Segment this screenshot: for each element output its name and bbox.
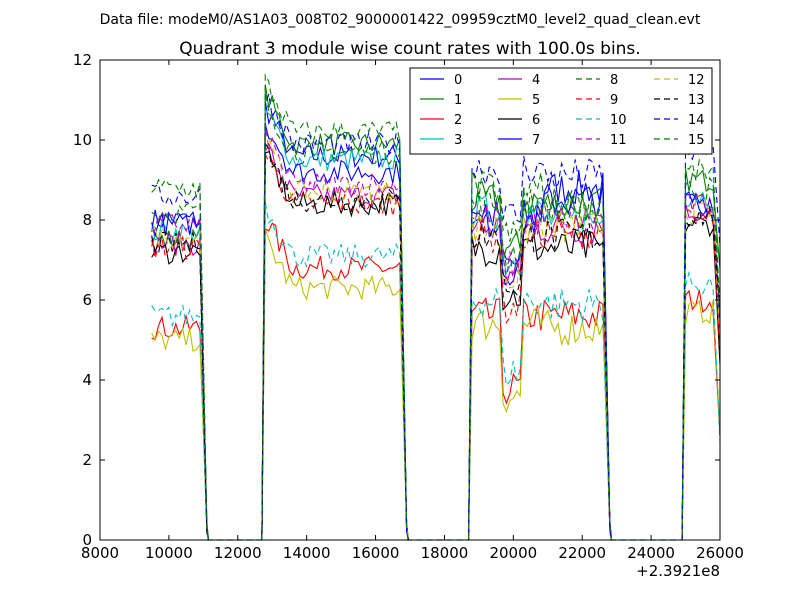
x-tick-label: 16000 [352, 544, 400, 562]
series-line [151, 142, 721, 541]
series-line [151, 228, 721, 541]
series-line [151, 222, 721, 541]
chart-title: Quadrant 3 module wise count rates with … [179, 39, 640, 59]
y-tick-label: 10 [73, 131, 92, 149]
series-line [151, 124, 721, 541]
legend-box [409, 67, 713, 155]
legend-label: 9 [610, 93, 618, 108]
y-tick-label: 6 [82, 291, 92, 309]
legend-label: 5 [532, 93, 540, 108]
series-line [151, 92, 721, 541]
series-line [151, 107, 721, 541]
series-line [151, 202, 721, 541]
x-offset-label: +2.3921e8 [636, 562, 720, 580]
series-line [151, 101, 721, 541]
x-tick-label: 14000 [283, 544, 331, 562]
legend-label: 7 [532, 133, 540, 148]
legend-label: 2 [454, 113, 462, 128]
y-tick-label: 12 [73, 51, 92, 69]
y-tick-label: 0 [82, 531, 92, 549]
x-tick-label: 24000 [627, 544, 675, 562]
legend-label: 8 [610, 73, 618, 88]
x-tick-label: 10000 [145, 544, 193, 562]
series-line [151, 153, 721, 541]
plot-area [151, 73, 721, 541]
data-file-label: Data file: modeM0/AS1A03_008T02_90000014… [100, 12, 701, 28]
series-line [151, 142, 721, 541]
x-tick-label: 22000 [558, 544, 606, 562]
legend-label: 3 [454, 133, 462, 148]
legend-label: 4 [532, 73, 540, 88]
series-line [151, 84, 721, 541]
x-tick-label: 8000 [81, 544, 119, 562]
legend-label: 6 [532, 113, 540, 128]
legend-label: 0 [454, 73, 462, 88]
legend-label: 10 [610, 113, 627, 128]
x-tick-label: 12000 [214, 544, 262, 562]
series-line [151, 73, 721, 541]
series-line [151, 151, 721, 541]
legend-label: 14 [688, 113, 705, 128]
series-line [151, 93, 721, 541]
legend-label: 12 [688, 73, 705, 88]
legend-label: 13 [688, 93, 705, 108]
series-line [151, 135, 721, 541]
legend-label: 15 [688, 133, 705, 148]
y-tick-label: 4 [82, 371, 92, 389]
x-tick-label: 18000 [421, 544, 469, 562]
legend-label: 11 [610, 133, 627, 148]
x-tick-label: 26000 [696, 544, 744, 562]
x-tick-label: 20000 [489, 544, 537, 562]
series-line [151, 122, 721, 541]
y-tick-label: 2 [82, 451, 92, 469]
legend-label: 1 [454, 93, 462, 108]
axis-ticks: 8000 10000 12000 14000 16000 18000 20000 22000 2… [73, 51, 744, 562]
y-tick-label: 8 [82, 211, 92, 229]
